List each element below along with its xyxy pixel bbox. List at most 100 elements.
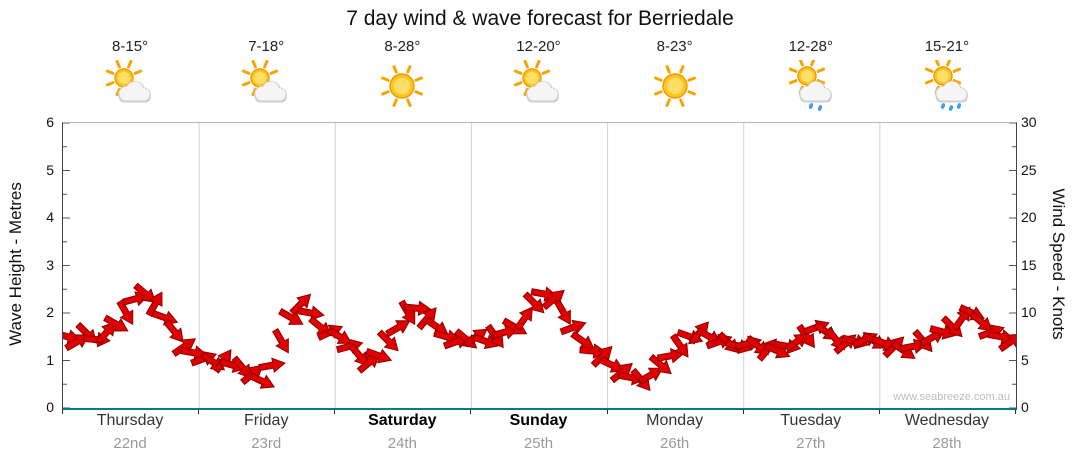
- day-label: Friday 23rd: [198, 412, 334, 452]
- day-date: 25th: [523, 435, 554, 452]
- wind-arrow: [514, 306, 533, 331]
- wind-arrow: [541, 289, 565, 311]
- wind-arrow: [348, 343, 369, 367]
- sun-cloud-icon: [198, 59, 334, 117]
- day-label: Tuesday 27th: [743, 412, 879, 452]
- temperature-range: 8-15°: [112, 38, 149, 55]
- right-axis-title: Wind Speed - Knots: [1049, 188, 1068, 340]
- day-date: 23rd: [251, 435, 282, 452]
- wind-arrow: [289, 293, 312, 316]
- wind-arrow: [231, 355, 252, 379]
- day-boundary-tick: [878, 409, 880, 414]
- wind-arrow: [398, 299, 416, 326]
- temperature-row: 8-15° 7-18° 8-28° 12-20° 8-23° 12-28° 15-21°: [0, 38, 1080, 58]
- wind-arrow-chart: [63, 123, 1016, 408]
- day-label: Sunday 25th: [470, 412, 606, 452]
- wind-arrow: [554, 299, 571, 326]
- wind-arrow: [998, 333, 1016, 353]
- wind-arrow: [365, 347, 393, 364]
- temperature-range: 12-28°: [788, 38, 833, 55]
- wind-speed-tick: 0: [1021, 399, 1029, 415]
- day-label: Wednesday 28th: [879, 412, 1015, 452]
- wind-arrow: [116, 299, 134, 326]
- sun-cloud-rain-icon: [879, 57, 1015, 117]
- wave-height-tick: 4: [46, 209, 54, 225]
- sun-cloud-icon: [470, 59, 606, 117]
- day-date: 27th: [796, 435, 826, 452]
- day-name: Monday: [646, 412, 704, 429]
- day-label: Thursday 22nd: [62, 412, 198, 452]
- day-label: Saturday 24th: [334, 412, 470, 452]
- weather-icons-row: [0, 57, 1080, 118]
- temperature-range: 7-18°: [248, 38, 285, 55]
- day-date: 22nd: [113, 435, 147, 452]
- temperature-range: 12-20°: [516, 38, 561, 55]
- wave-height-tick: 1: [46, 351, 54, 368]
- wind-arrow: [133, 282, 157, 303]
- wave-height-tick: 5: [46, 161, 54, 178]
- day-boundary-tick: [1015, 409, 1016, 414]
- wind-arrow: [598, 356, 626, 373]
- wind-arrow: [326, 327, 353, 344]
- wind-arrow: [522, 291, 545, 314]
- wind-arrow: [669, 333, 689, 358]
- wind-arrow: [796, 323, 815, 349]
- day-name: Wednesday: [904, 412, 990, 429]
- wind-arrow: [969, 311, 993, 332]
- left-axis-title: Wave Height - Metres: [6, 182, 25, 346]
- day-date: 28th: [932, 435, 962, 452]
- temperature-range: 8-28°: [384, 38, 421, 55]
- wind-speed-tick: 10: [1021, 304, 1037, 320]
- day-label: Monday 26th: [607, 412, 743, 452]
- wave-height-tick: 2: [46, 304, 54, 320]
- wind-arrow: [356, 353, 381, 374]
- day-boundary-tick: [470, 409, 472, 414]
- day-date: 24th: [387, 435, 417, 452]
- wind-arrow: [385, 320, 411, 338]
- wind-arrow: [376, 329, 399, 352]
- temperature-range: 15-21°: [924, 38, 970, 55]
- sun-icon: [334, 60, 470, 117]
- wind-arrow: [95, 321, 116, 345]
- wind-speed-tick: 30: [1021, 114, 1037, 130]
- wave-height-tick: 0: [46, 399, 54, 415]
- wind-speed-tick: 15: [1021, 256, 1037, 273]
- wind-arrow: [648, 353, 672, 375]
- day-boundary-tick: [198, 409, 200, 414]
- wind-arrow: [258, 357, 286, 373]
- wind-arrow: [416, 307, 437, 331]
- day-boundary-tick: [606, 409, 608, 414]
- wind-speed-tick: 5: [1021, 351, 1029, 368]
- day-labels-row: Thursday 22nd Friday 23rd Saturday 24th Sunday…: [0, 412, 1080, 468]
- sun-cloud-light-rain-icon: [743, 57, 879, 117]
- day-name: Sunday: [509, 412, 568, 429]
- temperature-range: 8-23°: [656, 38, 693, 55]
- wind-arrow: [472, 333, 500, 350]
- day-boundary-tick: [62, 409, 63, 414]
- watermark: www.seabreeze.com.au: [893, 391, 1010, 403]
- day-name: Thursday: [96, 412, 164, 429]
- day-name: Tuesday: [780, 412, 842, 429]
- sun-icon: [607, 60, 743, 117]
- wind-arrow: [163, 319, 184, 343]
- wave-height-tick: 6: [46, 114, 54, 130]
- page-title: 7 day wind & wave forecast for Berriedal…: [346, 7, 734, 30]
- day-boundary-tick: [742, 409, 744, 414]
- wind-speed-tick: 20: [1021, 209, 1037, 225]
- forecast-plot: www.seabreeze.com.au: [62, 122, 1017, 410]
- wind-arrow: [272, 328, 289, 354]
- wind-speed-tick: 25: [1021, 161, 1037, 178]
- wave-height-tick: 3: [46, 256, 54, 273]
- wind-arrow: [929, 324, 957, 340]
- day-name: Friday: [243, 412, 289, 429]
- wind-arrow: [297, 305, 325, 321]
- day-date: 26th: [660, 435, 690, 452]
- wind-arrow: [637, 367, 664, 385]
- sun-cloud-icon: [62, 59, 198, 117]
- day-name: Saturday: [368, 412, 437, 429]
- day-boundary-tick: [334, 409, 336, 414]
- wind-arrow: [248, 372, 276, 389]
- wind-arrow: [103, 314, 129, 332]
- wind-arrow: [559, 319, 587, 336]
